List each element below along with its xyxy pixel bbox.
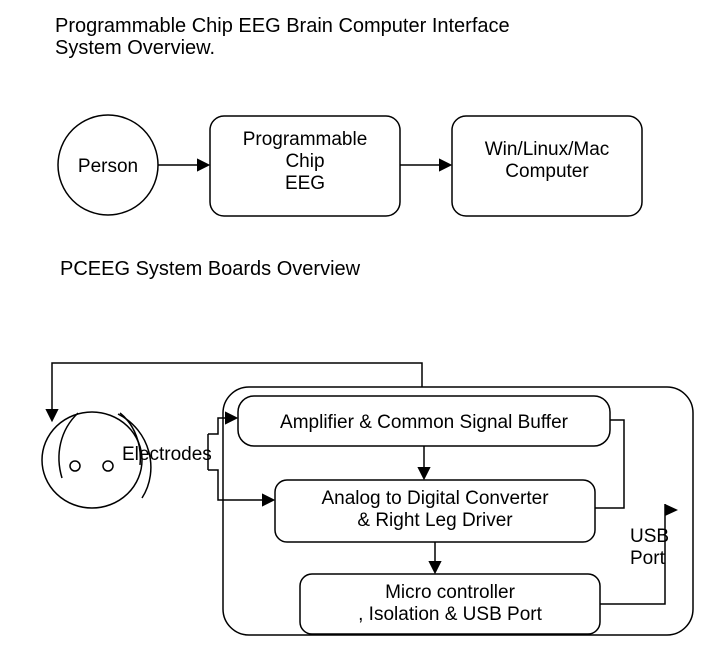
node-chip-l3: EEG: [285, 173, 325, 194]
title-line1: Programmable Chip EEG Brain Computer Int…: [55, 15, 510, 37]
node-adc-l1: Analog to Digital Converter: [321, 488, 549, 509]
usb-label-l2: Port: [630, 548, 666, 569]
usb-label-l1: USB: [630, 526, 669, 547]
electrode-to-adc: [208, 470, 273, 500]
diagram-canvas: Programmable Chip EEG Brain Computer Int…: [0, 0, 709, 657]
title-line2: System Overview.: [55, 37, 215, 59]
node-mcu-l1: Micro controller: [385, 582, 516, 603]
node-computer-l2: Computer: [505, 161, 589, 182]
node-computer-l1: Win/Linux/Mac: [485, 139, 610, 160]
node-amplifier-label: Amplifier & Common Signal Buffer: [280, 412, 569, 433]
subtitle: PCEEG System Boards Overview: [60, 258, 361, 280]
node-chip-l1: Programmable: [243, 129, 368, 150]
usb-flag-icon: [665, 504, 678, 516]
node-mcu-l2: , Isolation & USB Port: [358, 604, 542, 625]
node-chip-l2: Chip: [285, 151, 324, 172]
node-person-label: Person: [78, 156, 138, 177]
electrodes-label: Electrodes: [122, 444, 212, 465]
node-adc-l2: & Right Leg Driver: [357, 510, 513, 531]
electrode-to-amp: [208, 418, 236, 434]
